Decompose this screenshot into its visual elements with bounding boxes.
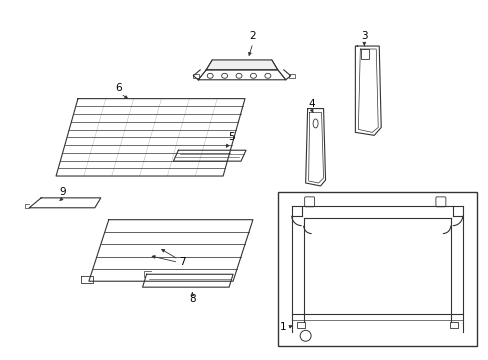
Ellipse shape [250, 73, 256, 78]
Text: 5: 5 [227, 132, 234, 142]
Ellipse shape [221, 73, 227, 78]
Polygon shape [198, 70, 285, 80]
Bar [296, 322, 304, 328]
Bar [449, 322, 457, 328]
Text: 2: 2 [249, 31, 256, 41]
Polygon shape [355, 46, 381, 135]
Polygon shape [305, 109, 325, 186]
Polygon shape [142, 274, 233, 287]
Polygon shape [81, 276, 93, 283]
Bar [361, 49, 368, 59]
Polygon shape [29, 198, 101, 208]
Bar [288, 74, 294, 78]
Bar [193, 74, 199, 78]
Text: 9: 9 [60, 187, 66, 197]
Text: 8: 8 [188, 294, 195, 304]
Polygon shape [173, 150, 245, 161]
Polygon shape [56, 99, 244, 176]
Polygon shape [206, 60, 277, 70]
Text: 4: 4 [307, 99, 314, 109]
Text: 7: 7 [179, 257, 185, 267]
Text: 6: 6 [115, 83, 122, 93]
Ellipse shape [264, 73, 270, 78]
Ellipse shape [207, 73, 213, 78]
Bar [277, 192, 476, 346]
Text: 1: 1 [279, 322, 285, 332]
Text: 3: 3 [360, 31, 367, 41]
Ellipse shape [236, 73, 242, 78]
Polygon shape [89, 220, 252, 281]
